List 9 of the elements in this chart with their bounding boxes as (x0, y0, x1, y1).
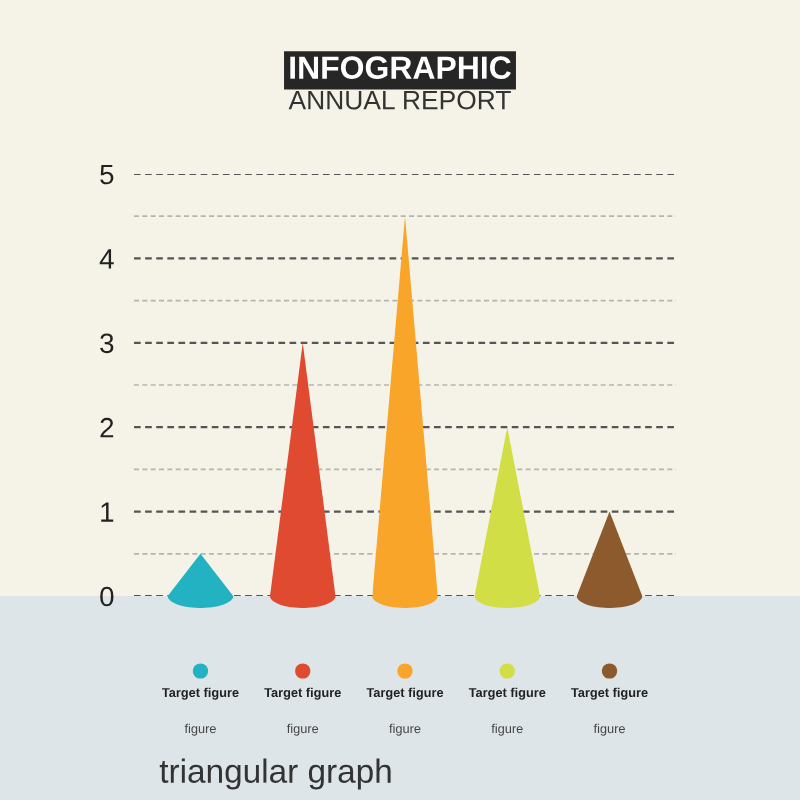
y-tick-label: 1 (101, 502, 114, 522)
x-axis-title: triangular graph (159, 758, 391, 790)
y-tick-label: 3 (100, 333, 114, 354)
chart-title: INFOGRAPHIC (290, 56, 511, 79)
y-tick-label: 4 (99, 249, 114, 269)
y-tick-label: 0 (100, 586, 114, 607)
chart-subtitle: ANNUAL REPORT (288, 90, 511, 110)
y-tick-label: 5 (100, 164, 114, 185)
y-tick-label: 2 (100, 417, 114, 438)
